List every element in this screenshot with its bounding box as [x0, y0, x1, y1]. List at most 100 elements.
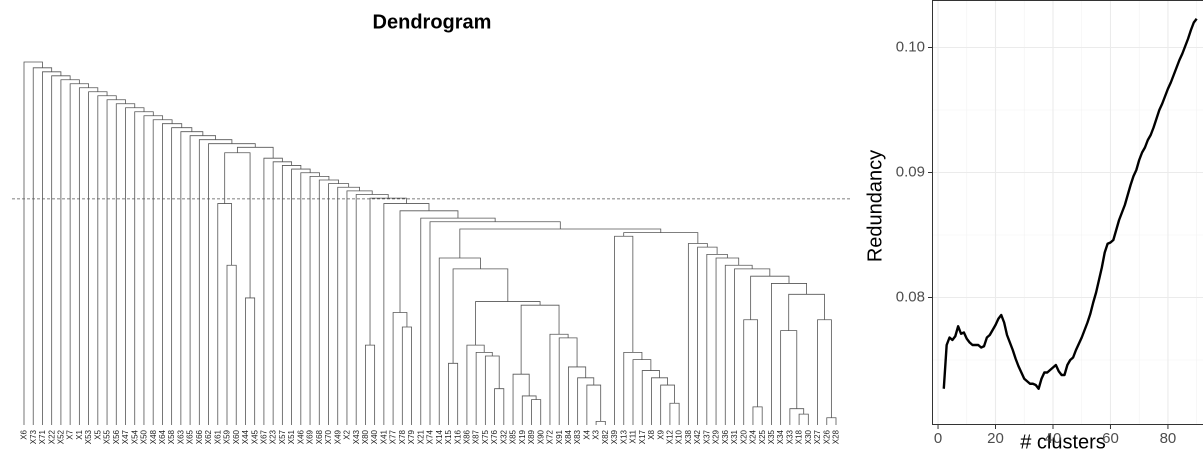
leaf-label: X44	[241, 429, 250, 444]
dendrogram-link	[369, 197, 407, 346]
leaf-label: X21	[416, 429, 425, 444]
leaf-label: X54	[130, 429, 139, 444]
leaf-label: X75	[481, 429, 490, 444]
dendrogram-link	[448, 362, 459, 425]
leaf-label: X69	[306, 429, 315, 444]
leaf-label: X3	[592, 429, 601, 439]
dendrogram-link	[475, 301, 541, 346]
leaf-label: X15	[444, 429, 453, 444]
dendrogram-link	[484, 355, 500, 425]
leaf-label: X7	[66, 429, 75, 439]
leaf-label: X59	[223, 429, 232, 444]
leaf-label: X60	[232, 429, 241, 444]
dendrogram-link	[789, 408, 805, 425]
leaf-label: X24	[749, 429, 758, 444]
panel-background	[932, 0, 1203, 425]
leaf-label: X86	[463, 429, 472, 444]
leaf-label: X71	[38, 429, 47, 444]
leaf-label: X18	[795, 429, 804, 444]
x-axis-label: # clusters	[1020, 431, 1106, 453]
dendrogram-link	[224, 152, 251, 298]
x-tick-label: 20	[987, 430, 1004, 447]
dendrogram-link	[734, 268, 771, 425]
dendrogram-link	[743, 319, 758, 425]
dendrogram-link	[724, 264, 753, 425]
leaf-label: X19	[518, 429, 527, 444]
dendrogram-link	[452, 268, 509, 364]
leaf-label: X84	[564, 429, 573, 444]
line-series	[942, 18, 1198, 390]
leaf-label: X40	[370, 429, 379, 444]
plot-panel	[932, 0, 1203, 425]
dendrogram-link	[162, 123, 183, 425]
y-tick-label: 0.08	[896, 288, 925, 305]
dendrogram-link	[568, 366, 587, 425]
dendrogram-link	[826, 417, 837, 425]
leaf-label: X20	[739, 429, 748, 444]
leaf-label: X49	[333, 429, 342, 444]
y-axis-label: Redundancy	[864, 150, 886, 262]
leaf-label: X73	[29, 429, 38, 444]
leaf-label: X79	[407, 429, 416, 444]
dendrogram-link	[208, 143, 256, 425]
dendrogram-link	[706, 253, 728, 425]
dendrogram-link	[669, 402, 680, 425]
leaf-label: X78	[398, 429, 407, 444]
leaf-label: X53	[84, 429, 93, 444]
leaf-label: X51	[287, 429, 296, 444]
y-tick-label: 0.09	[896, 163, 925, 180]
leaf-label: X52	[57, 429, 66, 444]
leaf-label: X50	[140, 429, 149, 444]
dendrogram-link	[399, 210, 459, 313]
leaf-label: X28	[832, 429, 841, 444]
leaf-label: X64	[158, 429, 167, 444]
leaf-label: X41	[379, 429, 388, 444]
dendrogram-link	[189, 135, 217, 425]
dendrogram-link	[438, 257, 481, 425]
leaf-label: X80	[361, 429, 370, 444]
dendrogram-link	[512, 373, 530, 425]
dendrogram-link	[623, 232, 699, 244]
leaf-label: X22	[47, 429, 56, 444]
dendrogram-link	[697, 246, 718, 425]
panel-border	[932, 0, 1203, 425]
leaf-label: X67	[260, 429, 269, 444]
leaf-label: X12	[666, 429, 675, 444]
leaf-label: X8	[647, 429, 656, 439]
leaf-label: X32	[499, 429, 508, 444]
dendrogram-link	[466, 344, 485, 425]
leaf-label: X4	[582, 429, 591, 439]
dendrogram-link	[521, 395, 537, 425]
leaf-label: X33	[785, 429, 794, 444]
leaf-label: X2	[343, 429, 352, 439]
dendrogram-link	[788, 293, 825, 331]
leaf-label: X58	[167, 429, 176, 444]
dendrogram-link	[328, 183, 350, 425]
leaf-label: X35	[767, 429, 776, 444]
leaf-label: X57	[278, 429, 287, 444]
leaf-label: X36	[721, 429, 730, 444]
dendrogram-link	[715, 257, 740, 425]
leaf-label: X47	[121, 429, 130, 444]
x-tick-label: 80	[1160, 430, 1177, 447]
leaf-label: X72	[546, 429, 555, 444]
leaf-label: X55	[103, 429, 112, 444]
x-tick-label: 60	[1102, 430, 1119, 447]
leaf-label: X45	[250, 429, 259, 444]
dendrogram-link	[355, 194, 389, 425]
leaf-label: X37	[702, 429, 711, 444]
leaf-label: X62	[204, 429, 213, 444]
dendrogram-link	[586, 384, 602, 425]
leaf-label: X25	[758, 429, 767, 444]
leaf-label: X30	[804, 429, 813, 444]
leaf-label: X39	[610, 429, 619, 444]
leaf-label: X89	[527, 429, 536, 444]
leaf-label: X16	[453, 429, 462, 444]
leaf-label: X68	[315, 429, 324, 444]
leaf-label: X77	[389, 429, 398, 444]
leaf-label: X1	[75, 429, 84, 439]
dendrogram-link	[531, 399, 542, 425]
dendrogram-link	[226, 264, 237, 425]
dendrogram-link	[752, 406, 763, 425]
